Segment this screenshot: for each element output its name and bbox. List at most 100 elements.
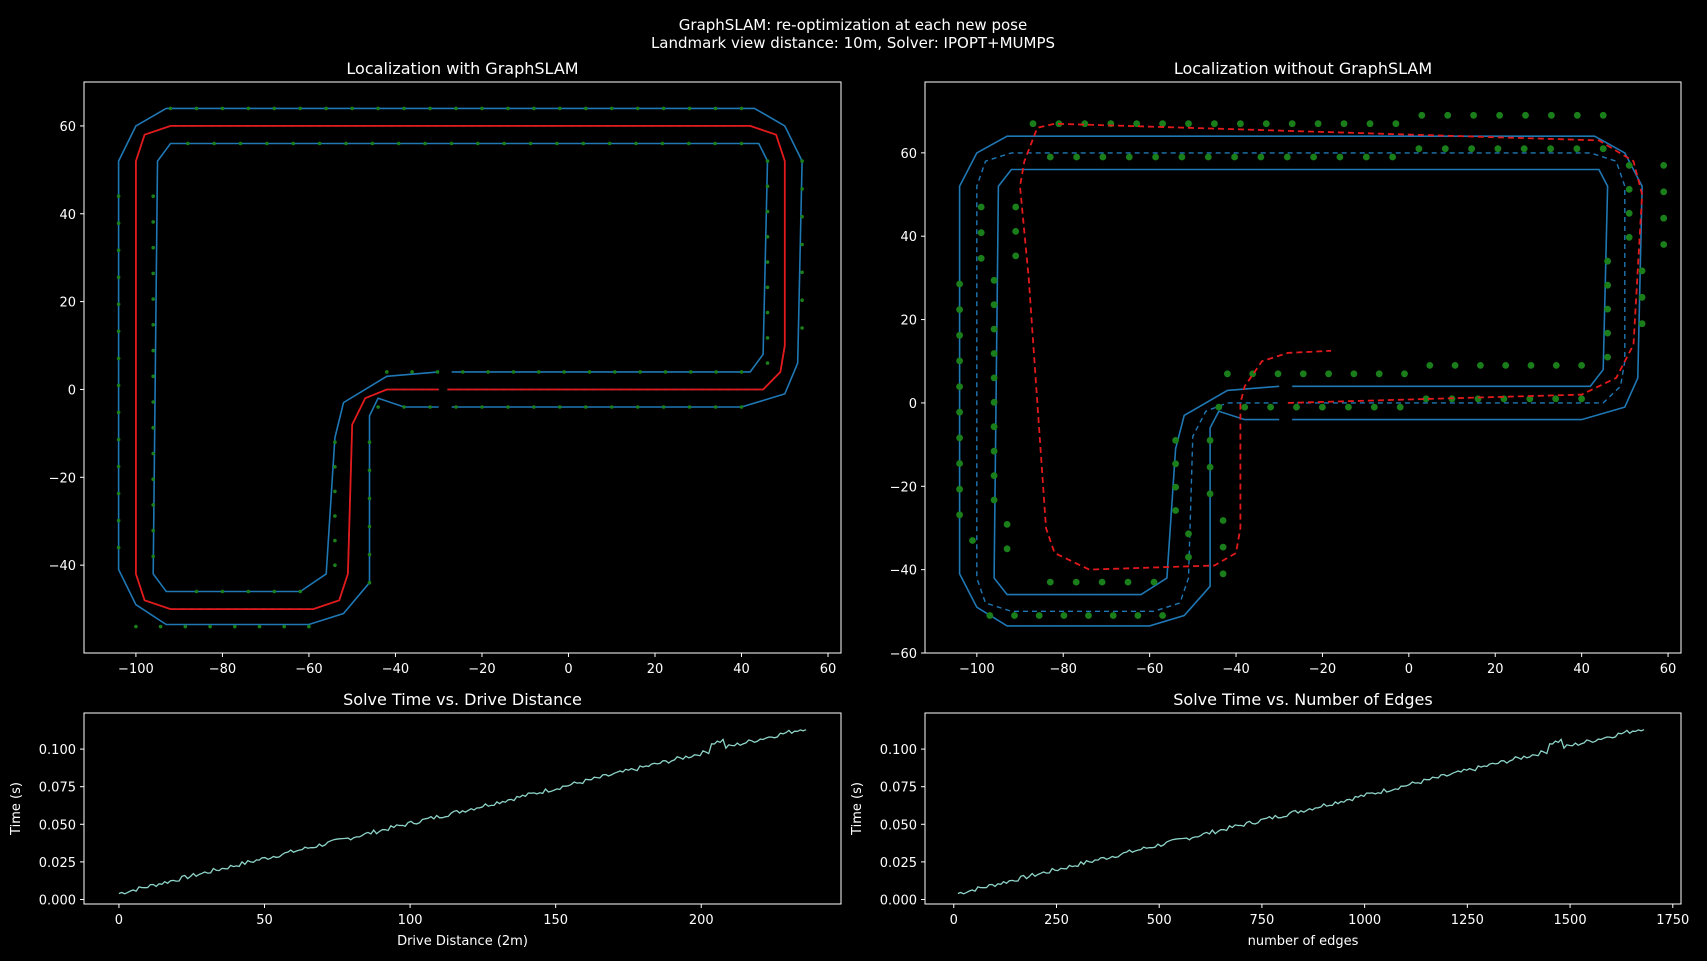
with-landmark-point: [739, 106, 744, 111]
without-landmark-point: [1134, 612, 1142, 619]
without-landmark-point: [990, 496, 998, 504]
with-landmark-point: [282, 624, 287, 629]
without-ytick-label: 20: [900, 314, 917, 329]
without-landmark-point: [1660, 188, 1668, 196]
without-landmark-point: [1625, 162, 1633, 169]
with-landmark-point: [454, 106, 458, 111]
without-landmark-point: [1152, 153, 1159, 161]
with-landmark-point: [528, 141, 533, 146]
without-landmark-point: [1625, 209, 1633, 217]
without-landmark-point: [1396, 403, 1404, 411]
with-landmark-point: [212, 141, 216, 146]
without-landmark-point: [1660, 241, 1668, 248]
with-landmark-point: [151, 220, 155, 224]
without-landmark-point: [969, 537, 976, 544]
with-landmark-point: [151, 245, 155, 250]
with-landmark-point: [765, 235, 770, 239]
without-landmark-point: [990, 447, 998, 455]
with-landmark-point: [435, 370, 440, 374]
without-landmark-point: [1012, 228, 1020, 235]
with-landmark-point: [713, 405, 718, 409]
timeEdges-ytick-label: 0.050: [880, 818, 917, 833]
with-landmark-point: [480, 405, 484, 409]
with-landmark-point: [609, 405, 614, 409]
without-ytick-label: 60: [900, 147, 917, 162]
without-landmark-point: [1310, 153, 1317, 161]
with-landmark-point: [558, 106, 562, 111]
with-landmark-point: [272, 589, 277, 594]
with-landmark-point: [151, 297, 155, 301]
without-landmark-point: [956, 434, 963, 442]
with-landmark-point: [158, 624, 163, 629]
with-landmark-point: [367, 524, 372, 529]
without-landmark-point: [1470, 111, 1477, 119]
with-landmark-point: [183, 624, 188, 629]
without-xtick-label: −20: [1309, 662, 1336, 677]
without-frame: [924, 81, 1682, 654]
with-landmark-point: [454, 405, 458, 409]
without-landmark-point: [1060, 612, 1068, 619]
with-landmark-point: [333, 440, 337, 445]
with-xtick-label: −20: [468, 662, 495, 677]
timeDist-ytick-label: 0.050: [39, 818, 76, 833]
without-landmark-point: [1262, 120, 1270, 128]
with-landmark-point: [333, 538, 337, 543]
without-landmark-point: [1293, 403, 1300, 411]
without-landmark-point: [1159, 120, 1166, 128]
without-landmark-point: [1231, 153, 1238, 161]
with-landmark-point: [151, 271, 155, 276]
with-landmark-point: [480, 106, 484, 111]
chart-solve-time-vs-distance: Solve Time vs. Drive Distance 0 50 100 150 20…: [9, 690, 842, 949]
with-landmark-point: [385, 370, 389, 374]
without-landmark-point: [990, 325, 998, 333]
without-landmark-point: [1314, 120, 1322, 128]
with-landmark-point: [476, 141, 480, 146]
without-track-outer: [958, 135, 1643, 627]
without-ytick-label: −40: [890, 564, 917, 579]
timeEdges-xtick-label: 500: [1147, 913, 1172, 928]
without-landmark-point: [977, 254, 985, 262]
with-landmark-point: [116, 518, 121, 523]
with-landmark-point: [367, 552, 372, 557]
without-landmark-point: [956, 306, 963, 313]
with-landmark-point: [486, 370, 490, 374]
without-landmark-point: [1046, 578, 1054, 586]
timeEdges-solve-time-line: [957, 729, 1645, 895]
timeDist-xtick-label: 150: [543, 913, 568, 928]
without-landmark-point: [1215, 403, 1223, 411]
with-landmark-point: [581, 141, 586, 146]
without-landmark-point: [1604, 329, 1611, 337]
without-landmark-point: [1362, 153, 1370, 161]
with-landmark-point: [116, 383, 121, 388]
without-landmark-point: [1003, 521, 1011, 528]
without-landmark-point: [990, 301, 998, 309]
with-ytick-label: 40: [59, 208, 76, 223]
with-frame: [83, 81, 842, 654]
chart-without-graphslam: Localization without GraphSLAM −100 −80 −60…: [890, 59, 1682, 677]
without-ytick-label: −60: [890, 647, 917, 662]
without-landmark-point: [1098, 578, 1106, 586]
with-landmark-point: [402, 405, 406, 409]
with-landmark-point: [765, 184, 770, 189]
figure-title-line2: Landmark view distance: 10m, Solver: IPO…: [651, 34, 1055, 52]
without-landmark-point: [1366, 120, 1374, 128]
without-landmark-point: [1526, 395, 1534, 403]
without-landmark-point: [1599, 111, 1607, 119]
without-landmark-point: [1502, 362, 1510, 369]
with-landmark-point: [765, 310, 770, 315]
with-landmark-point: [257, 624, 262, 629]
with-landmark-point: [220, 589, 225, 594]
with-landmark-point: [635, 405, 640, 409]
with-landmark-point: [661, 405, 666, 409]
with-xtick-label: −100: [118, 662, 154, 677]
with-ytick-label: 60: [59, 120, 76, 135]
with-landmark-point: [765, 285, 770, 290]
without-landmark-point: [1159, 612, 1166, 619]
without-xtick-label: −40: [1222, 662, 1249, 677]
with-landmark-point: [116, 275, 121, 280]
timeEdges-ytick-label: 0.000: [880, 893, 917, 908]
timeDist-frame: [83, 712, 842, 905]
without-landmark-point: [1527, 362, 1535, 369]
with-landmark-point: [607, 141, 612, 146]
with-xtick-label: −80: [209, 662, 236, 677]
